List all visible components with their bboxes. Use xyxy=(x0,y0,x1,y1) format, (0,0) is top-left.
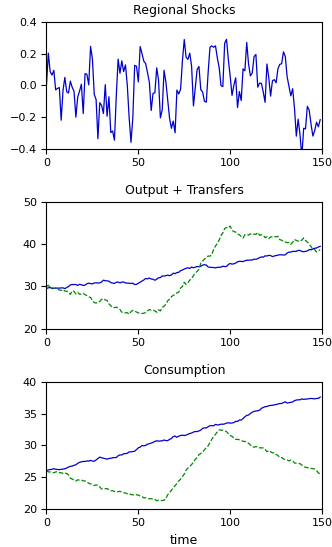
Title: Output + Transfers: Output + Transfers xyxy=(125,184,244,196)
Title: Regional Shocks: Regional Shocks xyxy=(133,3,235,16)
X-axis label: time: time xyxy=(170,534,199,547)
Title: Consumption: Consumption xyxy=(143,364,225,376)
